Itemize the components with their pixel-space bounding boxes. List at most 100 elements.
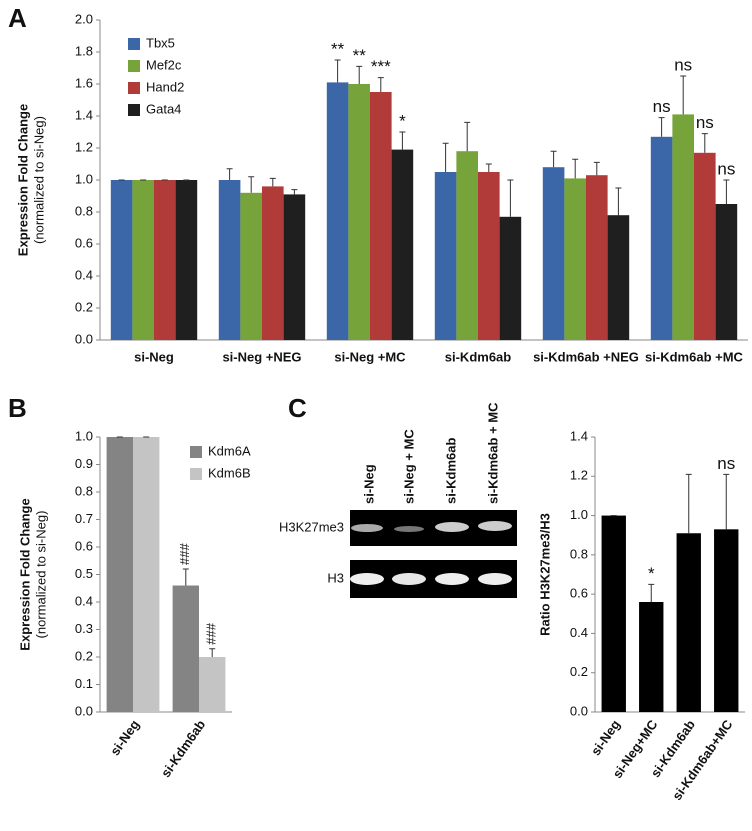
bar — [542, 167, 565, 340]
panel-label: A — [8, 3, 27, 33]
error-bar — [209, 648, 216, 657]
error-bar — [442, 142, 449, 172]
bar — [154, 180, 176, 340]
bar — [601, 515, 626, 712]
bar — [676, 533, 701, 712]
annotation: ** — [331, 39, 345, 58]
bar — [326, 82, 349, 341]
x-tick-label: si-Kdm6ab — [445, 349, 512, 364]
bar — [106, 437, 133, 712]
y-tick-label: 0.4 — [75, 267, 93, 282]
annotation: ns — [696, 113, 714, 132]
y-tick-label: 0.2 — [570, 664, 588, 679]
error-bar — [507, 179, 514, 217]
x-tick-label: si-Neg +NEG — [222, 349, 301, 364]
error-bar — [550, 150, 557, 168]
y-tick-label: 2.0 — [75, 11, 93, 26]
bar — [694, 152, 716, 340]
error-bar — [269, 177, 276, 187]
bar — [564, 178, 586, 340]
error-bar — [723, 473, 730, 530]
bar — [607, 215, 630, 340]
bar — [434, 172, 457, 340]
bar — [110, 180, 133, 340]
lane-label: si-Kdm6ab — [443, 437, 458, 504]
annotation: ### — [177, 543, 192, 565]
legend-swatch — [128, 38, 140, 50]
error-bar — [615, 187, 622, 216]
y-axis-subtitle: (normalized to si-Neg) — [31, 116, 46, 244]
annotation: ns — [653, 97, 671, 116]
bar — [283, 194, 306, 340]
y-tick-label: 0.8 — [75, 483, 93, 498]
bar — [650, 136, 673, 340]
bar — [478, 172, 500, 340]
x-tick-label: si-Kdm6ab +NEG — [533, 349, 639, 364]
legend-label: Kdm6B — [208, 465, 251, 480]
lane-label: si-Neg + MC — [401, 429, 416, 504]
y-axis-title: Expression Fold Change — [15, 104, 30, 256]
bar — [133, 437, 160, 712]
bar — [714, 529, 739, 712]
y-tick-label: 1.6 — [75, 75, 93, 90]
bar — [370, 92, 392, 340]
y-tick-label: 0.2 — [75, 648, 93, 663]
y-tick-label: 0.6 — [75, 538, 93, 553]
legend-swatch — [190, 468, 202, 480]
annotation: *** — [371, 57, 391, 76]
annotation: ** — [353, 46, 367, 65]
y-tick-label: 1.8 — [75, 43, 93, 58]
error-bar — [723, 179, 730, 204]
y-tick-label: 0.0 — [570, 703, 588, 718]
legend-label: Hand2 — [146, 79, 184, 94]
band — [435, 522, 469, 532]
legend-label: Gata4 — [146, 101, 181, 116]
y-tick-label: 1.2 — [75, 139, 93, 154]
y-tick-label: 1.4 — [570, 428, 588, 443]
y-tick-label: 1.0 — [75, 171, 93, 186]
error-bar — [701, 133, 708, 153]
x-tick-label: si-Neg +MC — [334, 349, 406, 364]
y-tick-label: 0.4 — [75, 593, 93, 608]
x-tick-label: si-Neg — [134, 349, 174, 364]
x-tick-label: si-Kdm6ab — [158, 717, 208, 780]
y-tick-label: 0.3 — [75, 621, 93, 636]
error-bar — [399, 131, 406, 150]
bar — [715, 204, 738, 340]
x-tick-label: si-Neg — [107, 717, 142, 758]
annotation: * — [399, 111, 406, 130]
error-bar — [377, 77, 384, 92]
legend-label: Tbx5 — [146, 35, 175, 50]
blot-row-label: H3K27me3 — [279, 519, 344, 534]
legend-swatch — [190, 446, 202, 458]
bar — [499, 216, 522, 340]
y-tick-label: 0.6 — [75, 235, 93, 250]
y-tick-label: 0.2 — [75, 299, 93, 314]
bar — [456, 151, 478, 340]
y-tick-label: 0.8 — [570, 546, 588, 561]
bar — [391, 149, 414, 340]
bar — [199, 657, 226, 712]
lane-label: si-Neg — [361, 464, 376, 504]
error-bar — [334, 59, 341, 83]
y-axis-title: Expression Fold Change — [17, 498, 32, 650]
error-bar — [182, 568, 189, 586]
bar — [240, 192, 262, 340]
error-bar — [572, 158, 579, 179]
y-tick-label: 0.6 — [570, 586, 588, 601]
error-bar — [685, 473, 692, 534]
bar — [586, 175, 608, 340]
x-tick-label: si-Neg — [588, 717, 623, 758]
band — [392, 573, 426, 585]
bar — [175, 180, 198, 340]
error-bar — [680, 75, 687, 115]
bar — [262, 186, 284, 340]
x-tick-label: si-Kdm6ab +MC — [645, 349, 743, 364]
western-blot: H3K27me3 H3 si-Neg si-Neg + MC si-Kdm6ab… — [279, 402, 517, 598]
annotation: ns — [717, 454, 735, 473]
y-tick-label: 1.0 — [570, 507, 588, 522]
y-tick-label: 0.7 — [75, 511, 93, 526]
y-tick-label: 1.4 — [75, 107, 93, 122]
panel-label: C — [288, 393, 307, 423]
